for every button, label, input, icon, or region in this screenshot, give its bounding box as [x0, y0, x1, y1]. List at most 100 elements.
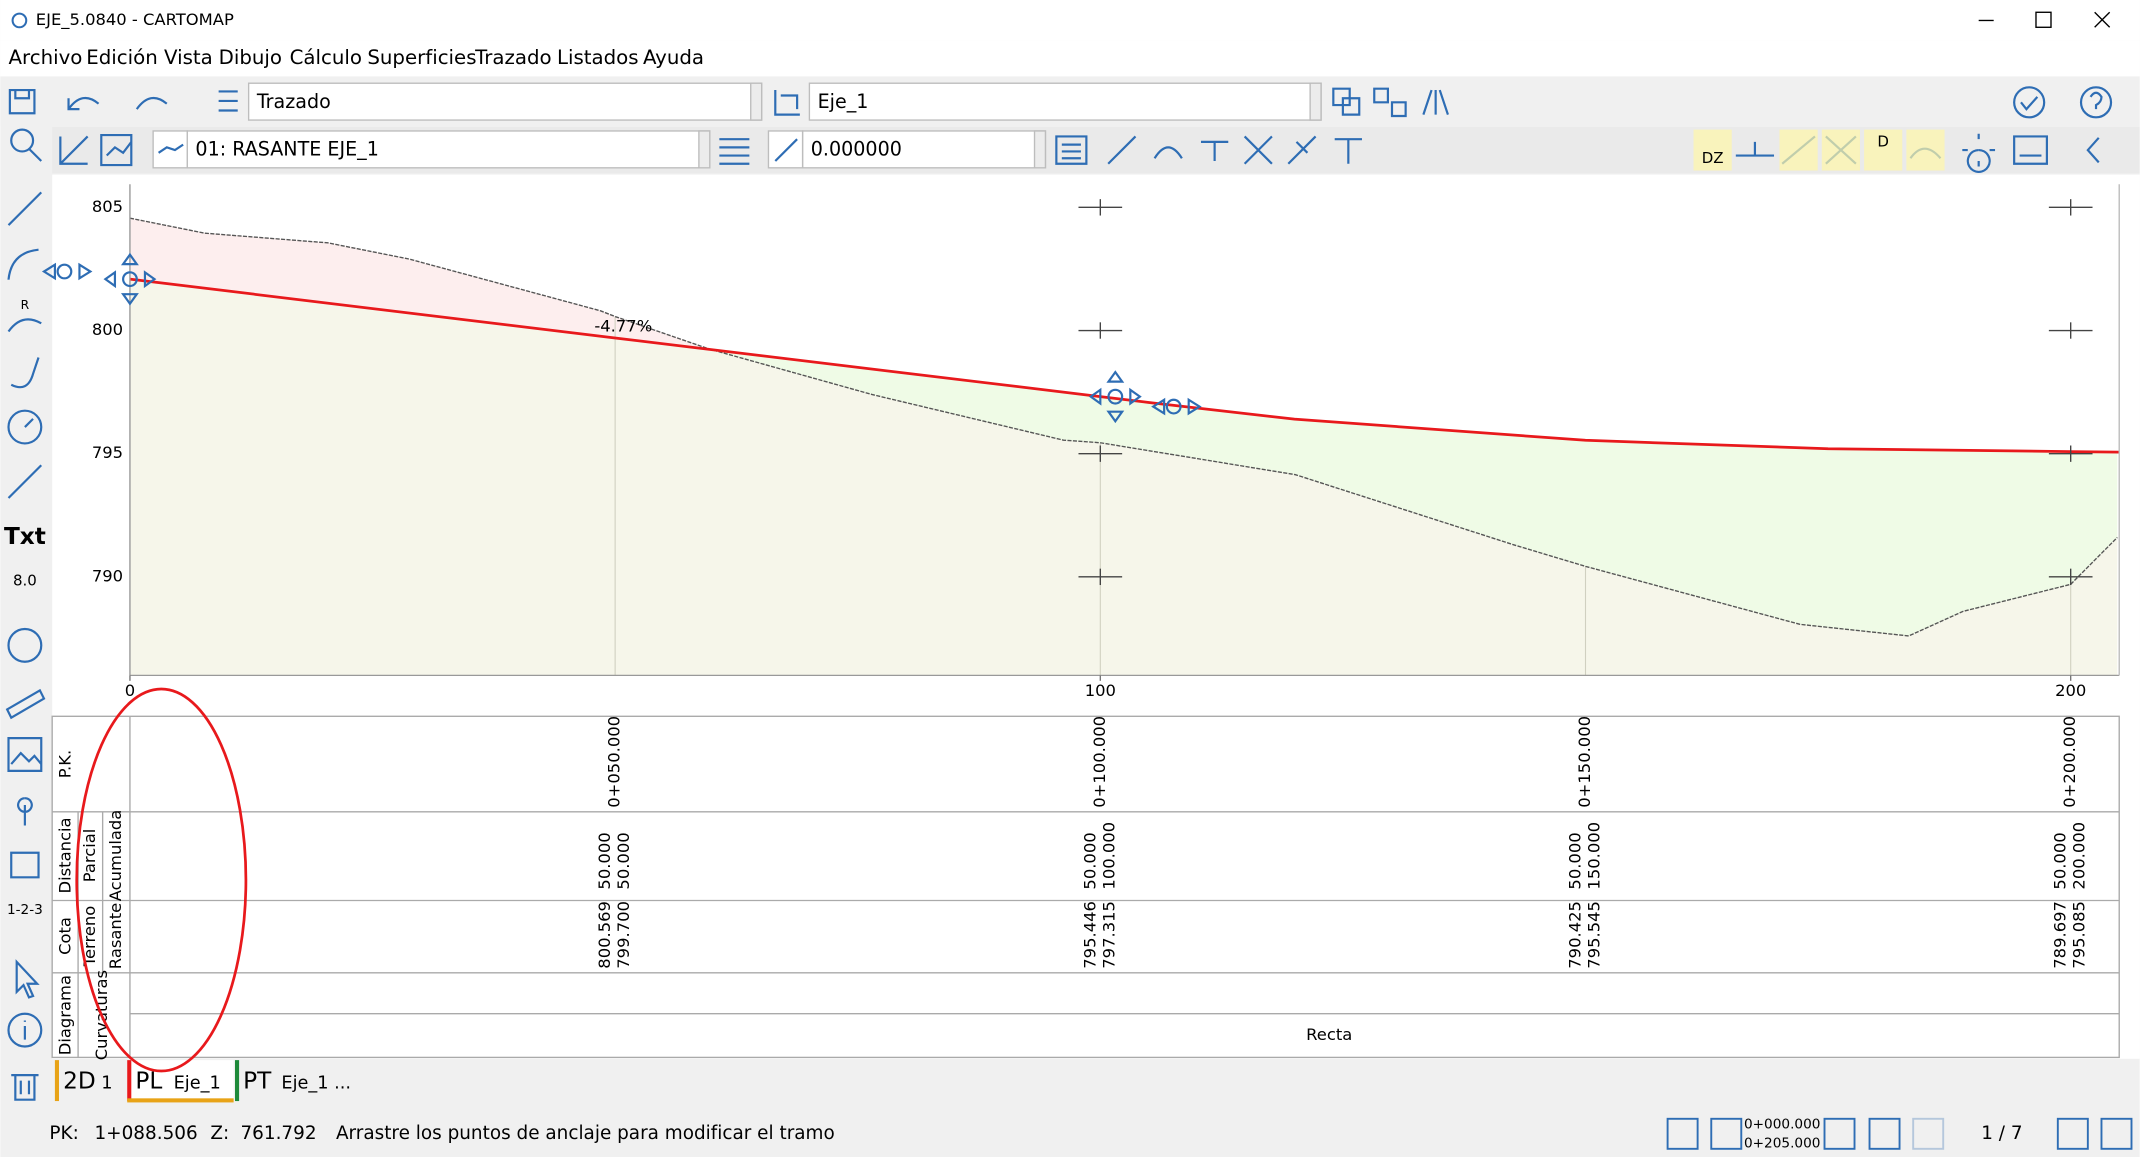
- tool-button[interactable]: [719, 138, 750, 165]
- tool-button[interactable]: [59, 135, 89, 165]
- cumulative-distance: 200.000: [2070, 822, 2089, 890]
- curvature-label: Recta: [1306, 1025, 1352, 1044]
- tool-button[interactable]: [1332, 87, 1361, 116]
- status-button[interactable]: [2100, 1117, 2133, 1150]
- grade-elevation: 799.700: [614, 901, 633, 969]
- anchor-handle[interactable]: [103, 252, 157, 306]
- status-button[interactable]: [2056, 1117, 2089, 1150]
- page-indicator: 1 / 7: [1981, 1123, 2022, 1144]
- maximize-button[interactable]: [2035, 11, 2052, 28]
- axis-combo[interactable]: [808, 82, 1322, 121]
- menu-bar: [0, 40, 2140, 77]
- tool-button[interactable]: [11, 1074, 39, 1101]
- pk-label: 0+150.000: [1575, 716, 1594, 808]
- menu-item[interactable]: Archivo: [9, 46, 83, 69]
- status-text: Z:: [210, 1123, 229, 1144]
- tool-button[interactable]: [774, 90, 800, 116]
- tool-button[interactable]: [1962, 133, 1996, 173]
- menu-item[interactable]: Vista: [164, 46, 213, 69]
- range-start: 0+000.000: [1744, 1116, 1820, 1132]
- status-text: PK:: [49, 1123, 78, 1144]
- tab-color-mark: [234, 1060, 240, 1102]
- menu-item[interactable]: Cálculo: [290, 46, 362, 69]
- status-button[interactable]: [1868, 1117, 1901, 1150]
- tool-button[interactable]: [1107, 135, 1137, 165]
- status-button[interactable]: [1710, 1117, 1743, 1150]
- profile-combo-text: 01: RASANTE EJE_1: [195, 138, 378, 161]
- view-tab[interactable]: [234, 1060, 361, 1102]
- terrain-elevation: 800.569: [595, 901, 614, 969]
- menu-item[interactable]: Edición: [86, 46, 158, 69]
- tool-button[interactable]: [7, 409, 43, 445]
- y-tick-label: 805: [92, 197, 123, 216]
- profile-combo-arrow[interactable]: [698, 130, 711, 169]
- partial-distance: 50.000: [1080, 832, 1099, 889]
- content: EJE_5.0840 - CARTOMAP Archivo Edición Vista…: [0, 10, 2140, 1151]
- toggle-highlight: [1821, 129, 1860, 171]
- tool-button[interactable]: [8, 88, 36, 115]
- tool-button[interactable]: [7, 737, 43, 772]
- axis-combo-arrow[interactable]: [1309, 82, 1322, 121]
- tool-button[interactable]: [7, 627, 43, 663]
- status-button[interactable]: [1912, 1117, 1945, 1150]
- tool-button[interactable]: [1153, 146, 1183, 159]
- tool-button[interactable]: [7, 191, 43, 226]
- status-button[interactable]: [1666, 1117, 1699, 1150]
- menu-item[interactable]: Ayuda: [643, 46, 704, 69]
- tool-button[interactable]: [2013, 135, 2048, 165]
- slope-icon: [774, 138, 798, 162]
- tool-label: DZ: [1702, 149, 1724, 167]
- app-icon: [11, 12, 28, 29]
- tool-button[interactable]: [7, 464, 43, 499]
- toggle-highlight: [1906, 129, 1945, 171]
- tool-button[interactable]: [2013, 86, 2046, 119]
- profile-icon: [157, 143, 184, 154]
- tool-button[interactable]: [7, 1012, 43, 1048]
- close-button[interactable]: [2094, 11, 2111, 28]
- tool-button[interactable]: [2086, 137, 2100, 164]
- menu-item[interactable]: Superficies: [367, 46, 476, 69]
- tool-button[interactable]: [1373, 87, 1407, 118]
- tool-button[interactable]: [218, 90, 238, 112]
- tool-button[interactable]: [1735, 141, 1775, 157]
- tool-button[interactable]: [10, 357, 40, 389]
- tool-button[interactable]: [135, 96, 168, 110]
- slope-combo-arrow[interactable]: [1033, 130, 1047, 169]
- layer-combo-arrow[interactable]: [750, 82, 763, 121]
- pk-label: 0+200.000: [2060, 716, 2079, 808]
- tool-button[interactable]: [5, 688, 46, 720]
- tool-button[interactable]: [15, 959, 40, 999]
- tool-button[interactable]: [1422, 89, 1449, 115]
- tool-button[interactable]: [10, 128, 43, 162]
- tool-button[interactable]: [17, 797, 33, 826]
- tool-label: Txt: [4, 523, 46, 550]
- row-label: Parcial: [80, 829, 99, 883]
- menu-item[interactable]: Listados: [557, 46, 639, 69]
- tool-button[interactable]: [67, 96, 100, 111]
- anchor-handle[interactable]: [1151, 397, 1202, 416]
- tool-button[interactable]: [7, 248, 39, 280]
- menu-item[interactable]: Dibujo: [219, 46, 282, 69]
- tool-button[interactable]: [2079, 86, 2113, 119]
- tool-button[interactable]: [10, 851, 40, 879]
- anchor-handle[interactable]: [41, 262, 93, 281]
- status-button[interactable]: [1823, 1117, 1856, 1150]
- plot-area: [129, 217, 2120, 676]
- menu-item[interactable]: Trazado: [474, 46, 552, 69]
- window-title: EJE_5.0840 - CARTOMAP: [36, 10, 234, 30]
- tool-button[interactable]: [100, 133, 133, 167]
- anchor-handle[interactable]: [1088, 370, 1142, 424]
- view-tab[interactable]: [54, 1060, 124, 1102]
- tool-button[interactable]: [7, 318, 42, 333]
- tool-button[interactable]: [1287, 135, 1317, 165]
- tool-button[interactable]: [1243, 135, 1273, 165]
- slope-combo[interactable]: [801, 130, 1047, 169]
- cumulative-distance: 50.000: [614, 832, 633, 889]
- tool-button[interactable]: [1055, 135, 1088, 165]
- x-tick-label: 200: [2055, 681, 2086, 700]
- tool-button[interactable]: [1200, 140, 1229, 161]
- tool-button[interactable]: [1334, 138, 1362, 164]
- tab-label: 1: [101, 1073, 112, 1093]
